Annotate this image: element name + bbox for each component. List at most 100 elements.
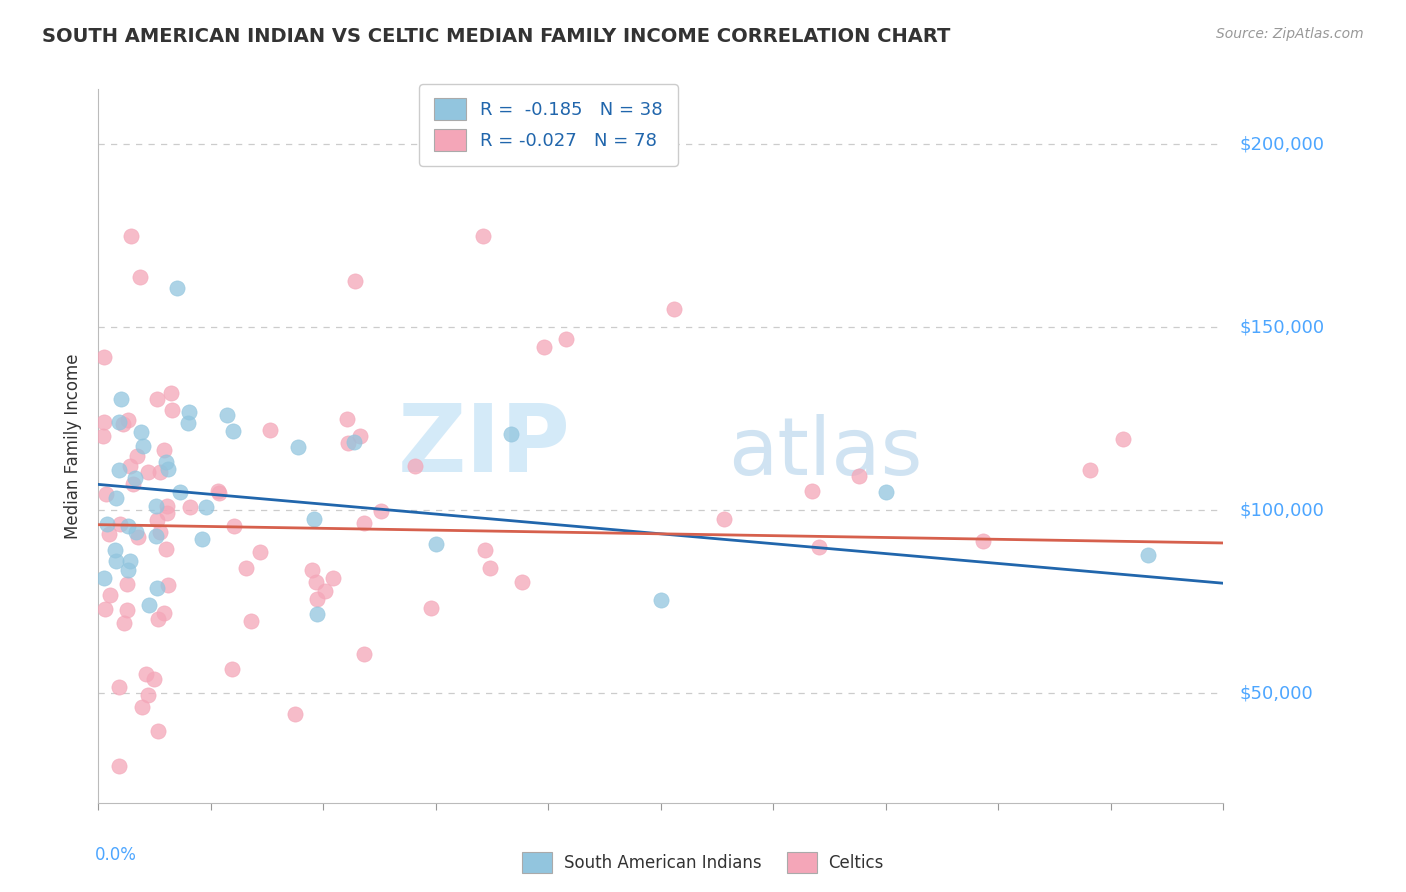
Point <box>156 506 179 520</box>
Point <box>107 415 129 429</box>
Point <box>305 574 328 589</box>
Point <box>149 524 172 539</box>
Point <box>98 588 121 602</box>
Point <box>138 465 160 479</box>
Point <box>664 302 686 317</box>
Point <box>169 485 191 500</box>
Point <box>284 707 307 722</box>
Point <box>510 575 533 590</box>
Point <box>207 483 229 498</box>
Point <box>305 592 328 607</box>
Point <box>194 500 217 514</box>
Point <box>343 434 366 449</box>
Point <box>179 405 201 419</box>
Point <box>146 581 169 595</box>
Point <box>156 499 179 513</box>
Point <box>136 689 159 703</box>
Point <box>301 563 323 577</box>
Legend: R =  -0.185   N = 38, R = -0.027   N = 78: R = -0.185 N = 38, R = -0.027 N = 78 <box>419 84 678 166</box>
Point <box>1137 548 1160 562</box>
Point <box>124 471 146 485</box>
Point <box>111 417 134 431</box>
Point <box>93 415 115 429</box>
Point <box>146 612 169 626</box>
Point <box>166 281 188 295</box>
Point <box>127 530 149 544</box>
Point <box>425 537 447 551</box>
Point <box>117 563 139 577</box>
Point <box>249 545 271 559</box>
Point <box>132 439 155 453</box>
Point <box>112 615 135 630</box>
Point <box>143 673 166 687</box>
Point <box>419 600 441 615</box>
Text: $100,000: $100,000 <box>1240 501 1324 519</box>
Point <box>149 465 172 479</box>
Point <box>94 602 117 616</box>
Point <box>177 416 200 430</box>
Point <box>117 519 139 533</box>
Point <box>875 485 897 500</box>
Point <box>146 392 169 406</box>
Point <box>240 614 263 628</box>
Point <box>322 571 344 585</box>
Point <box>344 274 367 288</box>
Point <box>146 724 169 739</box>
Point <box>336 412 359 426</box>
Point <box>235 561 257 575</box>
Point <box>222 424 245 438</box>
Point <box>287 440 309 454</box>
Point <box>145 500 167 514</box>
Point <box>800 484 823 499</box>
Point <box>110 392 132 406</box>
Point <box>304 511 326 525</box>
Point <box>972 534 994 549</box>
Point <box>93 350 115 364</box>
Point <box>337 436 360 450</box>
Point <box>107 463 129 477</box>
Point <box>349 429 371 443</box>
Point <box>555 332 578 346</box>
Point <box>353 648 375 662</box>
Point <box>1112 432 1135 446</box>
Point <box>129 425 152 439</box>
Point <box>370 504 392 518</box>
Text: ZIP: ZIP <box>398 400 571 492</box>
Point <box>96 517 118 532</box>
Point <box>404 458 426 473</box>
Point <box>157 462 180 476</box>
Text: $50,000: $50,000 <box>1240 684 1313 702</box>
Point <box>807 540 830 554</box>
Point <box>474 543 496 558</box>
Text: $150,000: $150,000 <box>1240 318 1324 336</box>
Point <box>117 413 139 427</box>
Point <box>105 491 128 505</box>
Point <box>152 443 174 458</box>
Point <box>121 476 143 491</box>
Point <box>713 512 735 526</box>
Point <box>105 554 128 568</box>
Point <box>190 532 212 546</box>
Point <box>104 543 127 558</box>
Point <box>499 427 522 442</box>
Point <box>155 541 177 556</box>
Point <box>131 700 153 714</box>
Point <box>125 524 148 539</box>
Point <box>145 529 167 543</box>
Point <box>135 667 157 681</box>
Y-axis label: Median Family Income: Median Family Income <box>65 353 83 539</box>
Text: $200,000: $200,000 <box>1240 135 1324 153</box>
Point <box>353 516 375 530</box>
Point <box>1078 462 1101 476</box>
Point <box>93 570 115 584</box>
Point <box>471 228 494 243</box>
Point <box>222 519 245 533</box>
Point <box>314 583 336 598</box>
Point <box>155 455 177 469</box>
Point <box>156 578 179 592</box>
Legend: South American Indians, Celtics: South American Indians, Celtics <box>516 846 890 880</box>
Point <box>848 469 870 483</box>
Point <box>217 409 239 423</box>
Point <box>115 602 138 616</box>
Text: atlas: atlas <box>728 414 922 492</box>
